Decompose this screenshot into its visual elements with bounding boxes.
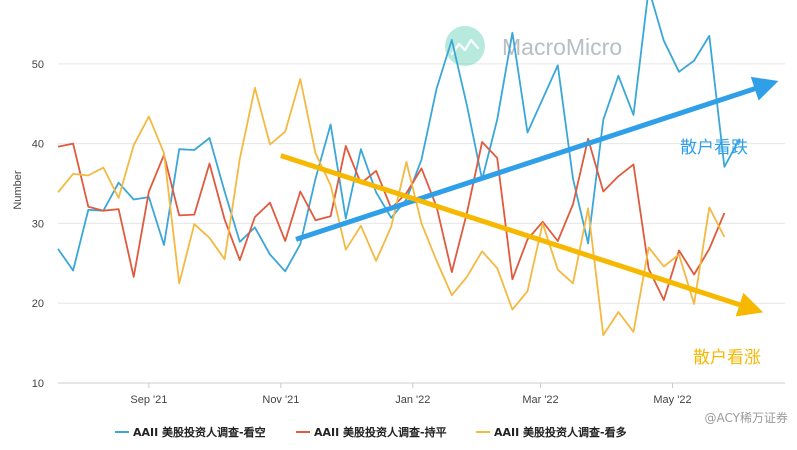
annotation-label-2: 散户看涨 [693,348,761,368]
x-axis-ticks: Sep '21 Nov '21 Jan '22 Mar '22 May '22 [130,383,692,406]
legend-label: AAII 美股投资人调查-看空 [133,425,266,439]
y-tick-label: 40 [32,139,44,151]
series-line-3 [57,78,726,336]
y-axis-label: Number [12,170,24,209]
y-tick-label: 20 [32,298,44,310]
series-line-1 [57,0,741,273]
x-tick-label: Jan '22 [395,394,430,406]
legend-label: AAII 美股投资人调查-持平 [314,425,447,439]
legend-label: AAII 美股投资人调查-看多 [494,425,627,439]
series-line-2 [57,137,726,301]
series-lines [57,0,741,336]
x-tick-label: May '22 [653,394,691,406]
y-tick-label: 50 [32,59,44,71]
source-watermark: @ACY稀万证券 [705,410,789,425]
annotation-label-1: 散户看跌 [680,138,748,158]
watermark-text: MacroMicro [502,34,622,60]
x-tick-label: Sep '21 [130,394,167,406]
watermark-logo: MacroMicro [445,26,622,66]
y-tick-label: 10 [32,378,44,390]
y-axis-ticks: 10 20 30 40 50 [32,59,44,390]
trend-arrow-1 [295,76,779,242]
x-tick-label: Nov '21 [262,394,299,406]
y-tick-label: 30 [32,218,44,230]
legend: AAII 美股投资人调查-看空 AAII 美股投资人调查-持平 AAII 美股投资人… [115,425,627,439]
x-tick-label: Mar '22 [522,394,558,406]
watermark-logo-glyph [450,38,480,56]
trend-arrow-2 [280,153,764,317]
watermark-logo-icon [445,26,485,66]
